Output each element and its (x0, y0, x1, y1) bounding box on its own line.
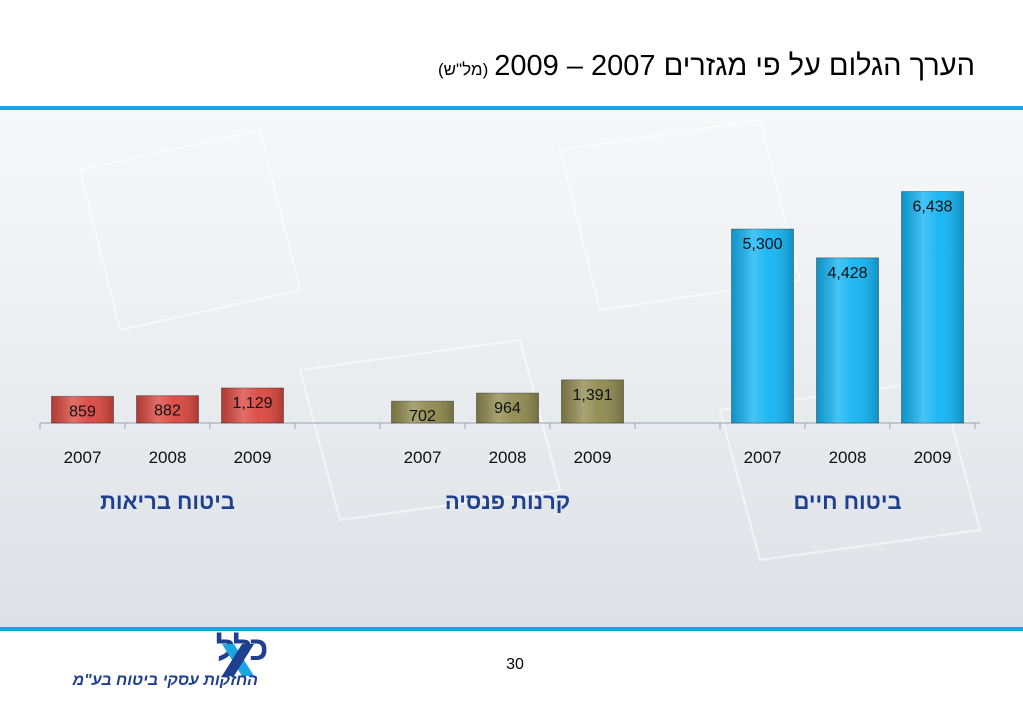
x-tick-label: 2009 (234, 448, 272, 467)
x-tick-label: 2007 (744, 448, 782, 467)
x-tick-label: 2007 (404, 448, 442, 467)
group-label: קרנות פנסיה (445, 489, 570, 514)
top-rule (0, 106, 1023, 110)
chart-panel: 859 2007 882 2008 1,129 2009 ביטוח בריאות 702 20… (0, 110, 1023, 627)
data-label: 1,391 (572, 387, 612, 404)
x-tick-label: 2008 (829, 448, 867, 467)
bar-shading (51, 396, 114, 423)
logo-subtext: החזקות עסקי ביטוח בע"מ (72, 672, 258, 689)
bar-shading (901, 191, 964, 423)
x-tick-label: 2008 (489, 448, 527, 467)
data-label: 6,438 (912, 199, 952, 216)
bar-shading (221, 388, 284, 423)
bar-shading (731, 229, 794, 423)
data-label: 5,300 (742, 236, 782, 253)
page-number: 30 (506, 656, 524, 673)
data-label: 1,129 (232, 395, 272, 412)
title-unit: (מל"ש) (437, 60, 489, 79)
x-tick-label: 2008 (149, 448, 187, 467)
x-tick-label: 2009 (914, 448, 952, 467)
bar-shading (561, 379, 624, 423)
data-label: 859 (69, 403, 96, 420)
bar-chart: 859 2007 882 2008 1,129 2009 ביטוח בריאות 702 20… (39, 119, 981, 561)
group-label: ביטוח בריאות (100, 489, 235, 514)
slide-title: הערך הגלום על פי מגזרים 2007 – 2009 (מל"ש… (438, 50, 975, 83)
data-label: 964 (494, 400, 521, 417)
x-tick-label: 2007 (64, 448, 102, 467)
bar-shading (391, 401, 454, 423)
logo-x-icon (222, 644, 254, 676)
bottom-rule (0, 627, 1023, 631)
group-label: ביטוח חיים (793, 489, 901, 514)
bar-shading (476, 393, 539, 423)
bar-shading (816, 257, 879, 423)
data-label: 702 (409, 408, 436, 425)
x-tick-label: 2009 (574, 448, 612, 467)
plot-area: 859 2007 882 2008 1,129 2009 ביטוח בריאות 702 20… (39, 191, 980, 514)
data-label: 4,428 (827, 265, 867, 282)
data-label: 882 (154, 403, 181, 420)
bar-shading (136, 395, 199, 423)
company-logo: כלל החזקות עסקי ביטוח בע"מ (38, 630, 298, 692)
title-text: הערך הגלום על פי מגזרים 2007 – 2009 (494, 50, 975, 82)
